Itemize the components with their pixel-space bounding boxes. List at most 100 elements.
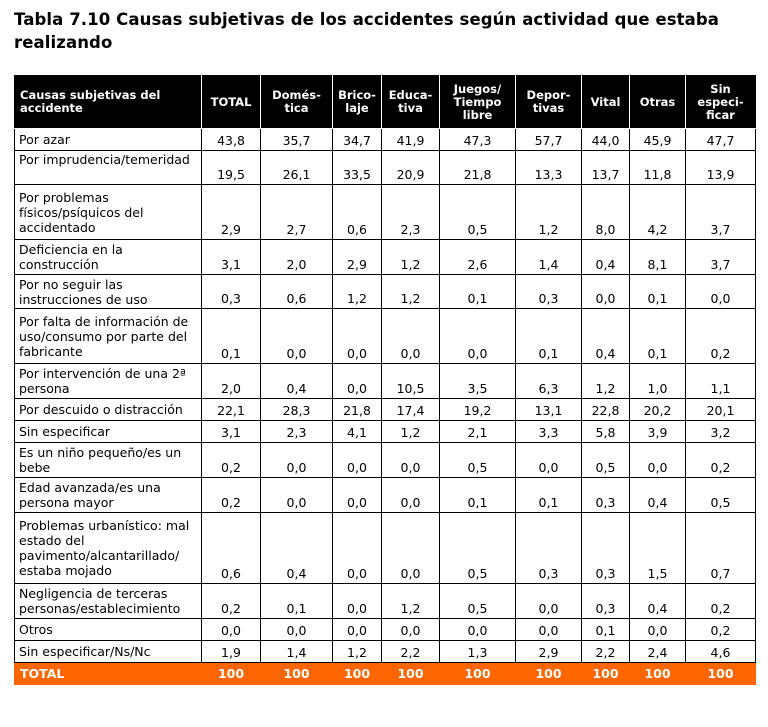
- value-cell: 20,9: [381, 150, 440, 185]
- value-cell: 2,1: [439, 420, 516, 443]
- value-cell: 47,7: [685, 128, 756, 151]
- total-value: 100: [332, 662, 382, 685]
- value-cell: 1,9: [201, 640, 261, 663]
- value-cell: 13,1: [515, 398, 582, 421]
- value-cell: 0,1: [629, 308, 686, 364]
- value-cell: 0,4: [629, 477, 686, 513]
- value-cell: 2,2: [381, 640, 440, 663]
- value-cell: 0,0: [332, 583, 382, 619]
- value-cell: 0,5: [439, 184, 516, 240]
- table-row: Por falta de información de uso/consumo …: [14, 308, 756, 364]
- table-row: Otros 0,0 0,0 0,0 0,0 0,0 0,0 0,1 0,0 0,2: [14, 618, 756, 641]
- value-cell: 0,0: [260, 618, 333, 641]
- value-cell: 4,6: [685, 640, 756, 663]
- value-cell: 0,3: [201, 274, 261, 309]
- value-cell: 0,0: [332, 363, 382, 399]
- value-cell: 20,1: [685, 398, 756, 421]
- value-cell: 2,0: [260, 239, 333, 275]
- table-row: Sin especificar 3,1 2,3 4,1 1,2 2,1 3,3 5,8 3,9 3…: [14, 420, 756, 443]
- total-value: 100: [381, 662, 440, 685]
- value-cell: 0,0: [381, 442, 440, 478]
- value-cell: 0,2: [201, 442, 261, 478]
- value-cell: 0,3: [515, 512, 582, 584]
- value-cell: 0,4: [581, 308, 630, 364]
- value-cell: 0,0: [260, 477, 333, 513]
- value-cell: 0,1: [439, 274, 516, 309]
- value-cell: 0,0: [332, 442, 382, 478]
- value-cell: 0,1: [439, 477, 516, 513]
- value-cell: 0,0: [381, 308, 440, 364]
- value-cell: 0,0: [332, 512, 382, 584]
- value-cell: 44,0: [581, 128, 630, 151]
- header-col: Sin especi-ficar: [685, 75, 756, 129]
- value-cell: 0,0: [381, 477, 440, 513]
- header-col: Vital: [581, 75, 630, 129]
- value-cell: 2,9: [201, 184, 261, 240]
- value-cell: 43,8: [201, 128, 261, 151]
- value-cell: 13,9: [685, 150, 756, 185]
- value-cell: 0,0: [581, 274, 630, 309]
- value-cell: 0,0: [439, 308, 516, 364]
- cause-cell: Por falta de información de uso/consumo …: [14, 308, 202, 364]
- header-cause: Causas subjetivas del accidente: [14, 75, 202, 129]
- cause-cell: Deficiencia en la construcción: [14, 239, 202, 275]
- value-cell: 0,6: [260, 274, 333, 309]
- table-row: Por imprudencia/temeridad 19,5 26,1 33,5 20,…: [14, 150, 756, 185]
- value-cell: 2,3: [260, 420, 333, 443]
- header-col: Educa-tiva: [381, 75, 440, 129]
- value-cell: 0,0: [439, 618, 516, 641]
- total-value: 100: [201, 662, 261, 685]
- value-cell: 45,9: [629, 128, 686, 151]
- value-cell: 41,9: [381, 128, 440, 151]
- value-cell: 13,7: [581, 150, 630, 185]
- value-cell: 0,5: [685, 477, 756, 513]
- value-cell: 21,8: [439, 150, 516, 185]
- cause-cell: Por intervención de una 2ª persona: [14, 363, 202, 399]
- table-row: Deficiencia en la construcción 3,1 2,0 2,9 1…: [14, 239, 756, 275]
- value-cell: 0,0: [381, 618, 440, 641]
- header-col: Juegos/Tiempo libre: [439, 75, 516, 129]
- value-cell: 0,5: [581, 442, 630, 478]
- header-col: Domés-tica: [260, 75, 333, 129]
- table-row: Es un niño pequeño/es un bebe 0,2 0,0 0,0 0,…: [14, 442, 756, 478]
- cause-cell: Por imprudencia/temeridad: [14, 150, 202, 185]
- value-cell: 0,5: [439, 512, 516, 584]
- value-cell: 0,6: [332, 184, 382, 240]
- value-cell: 0,0: [381, 512, 440, 584]
- value-cell: 0,3: [581, 477, 630, 513]
- value-cell: 0,4: [629, 583, 686, 619]
- value-cell: 0,3: [581, 583, 630, 619]
- value-cell: 10,5: [381, 363, 440, 399]
- header-col: Depor-tivas: [515, 75, 582, 129]
- value-cell: 1,2: [381, 274, 440, 309]
- total-label: TOTAL: [14, 662, 202, 685]
- table-row: Por no seguir las instrucciones de uso 0,…: [14, 274, 756, 309]
- cause-cell: Negligencia de terceras personas/estable…: [14, 583, 202, 619]
- value-cell: 0,2: [685, 583, 756, 619]
- cause-cell: Sin especificar/Ns/Nc: [14, 640, 202, 663]
- value-cell: 13,3: [515, 150, 582, 185]
- value-cell: 11,8: [629, 150, 686, 185]
- value-cell: 0,2: [201, 477, 261, 513]
- cause-cell: Por no seguir las instrucciones de uso: [14, 274, 202, 309]
- value-cell: 6,3: [515, 363, 582, 399]
- table-row: Negligencia de terceras personas/estable…: [14, 583, 756, 619]
- value-cell: 0,2: [685, 308, 756, 364]
- value-cell: 1,4: [260, 640, 333, 663]
- value-cell: 22,8: [581, 398, 630, 421]
- value-cell: 0,7: [685, 512, 756, 584]
- value-cell: 0,3: [581, 512, 630, 584]
- cause-cell: Es un niño pequeño/es un bebe: [14, 442, 202, 478]
- cause-cell: Sin especificar: [14, 420, 202, 443]
- table-row: Sin especificar/Ns/Nc 1,9 1,4 1,2 2,2 1,3 2,9 2…: [14, 640, 756, 663]
- table-row: Por intervención de una 2ª persona 2,0 0,4…: [14, 363, 756, 399]
- value-cell: 2,6: [439, 239, 516, 275]
- table-row: Por azar 43,8 35,7 34,7 41,9 47,3 57,7 44,0 45,9…: [14, 128, 756, 151]
- value-cell: 35,7: [260, 128, 333, 151]
- cause-cell: Por azar: [14, 128, 202, 151]
- value-cell: 0,1: [201, 308, 261, 364]
- value-cell: 3,9: [629, 420, 686, 443]
- value-cell: 0,0: [201, 618, 261, 641]
- value-cell: 0,1: [515, 477, 582, 513]
- total-value: 100: [581, 662, 630, 685]
